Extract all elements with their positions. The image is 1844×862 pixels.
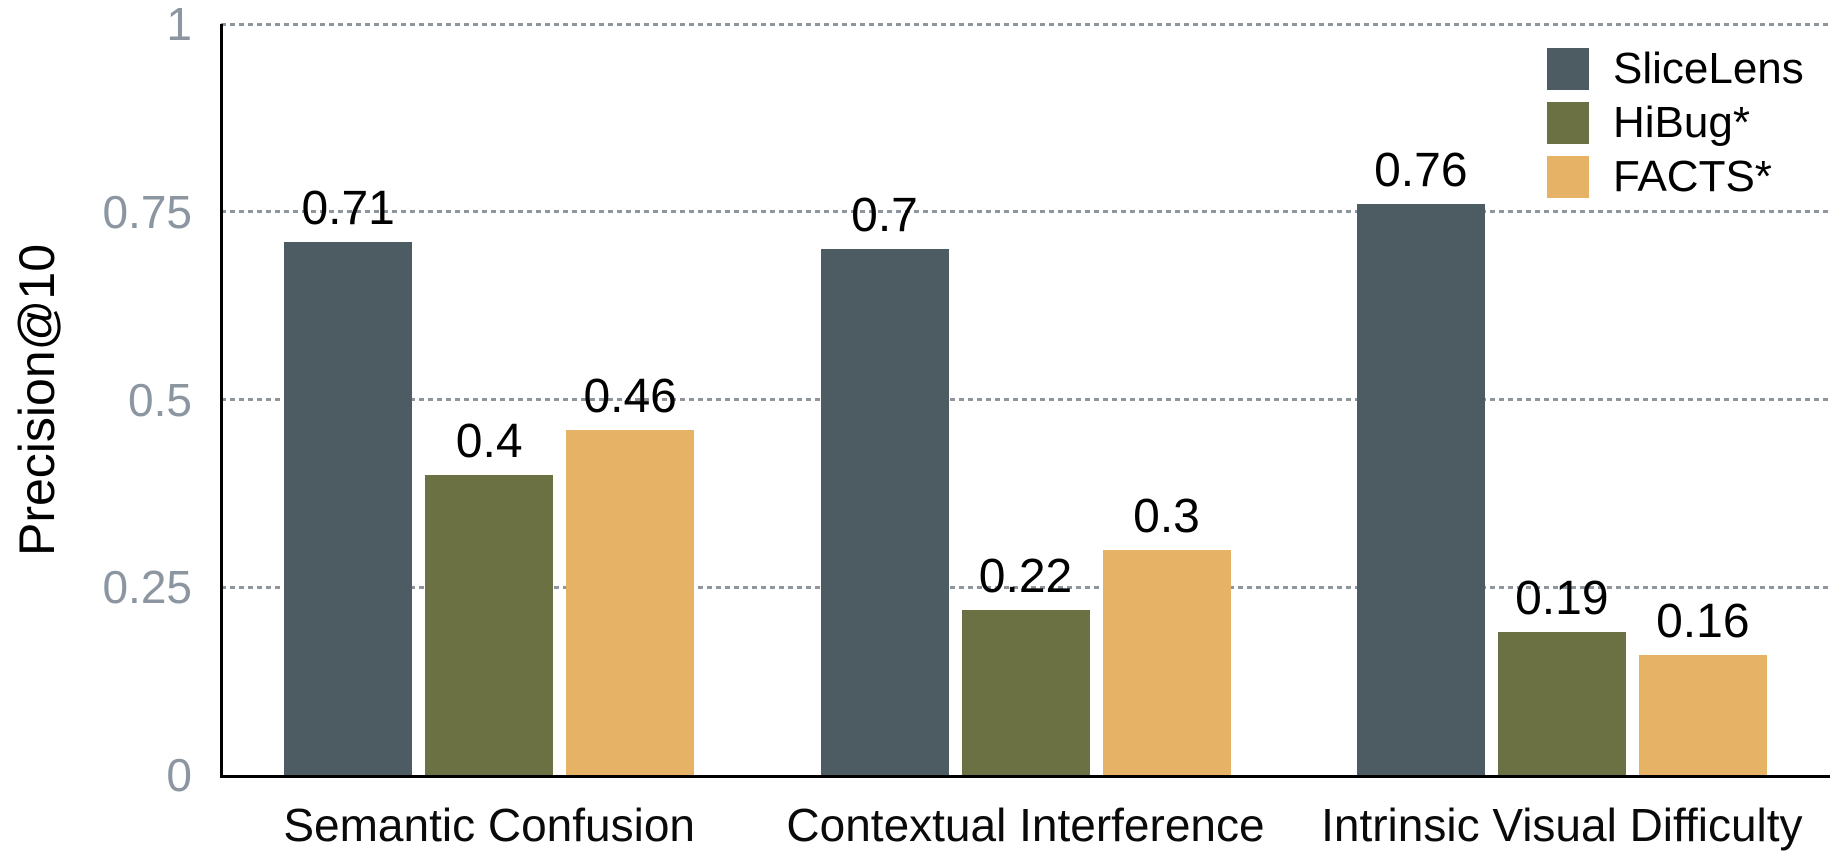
value-label-facts-semantic-confusion: 0.46: [583, 369, 677, 423]
value-label-facts-intrinsic-visual-difficulty: 0.16: [1656, 594, 1750, 648]
category-label-contextual-interference: Contextual Interference: [786, 799, 1265, 851]
legend-swatch-facts: [1547, 156, 1589, 198]
gridline-0-75: [221, 210, 1830, 214]
legend-label-slicelens: SliceLens: [1613, 44, 1804, 93]
bar-hibug-intrinsic-visual-difficulty: [1497, 632, 1626, 775]
legend-label-facts: FACTS*: [1613, 152, 1772, 201]
legend-swatch-slicelens: [1547, 48, 1589, 90]
value-label-hibug-contextual-interference: 0.22: [978, 549, 1073, 603]
value-label-facts-contextual-interference: 0.3: [1133, 489, 1200, 543]
value-label-slicelens-semantic-confusion: 0.71: [301, 181, 395, 235]
legend-item-slicelens: SliceLens: [1547, 47, 1804, 91]
value-label-slicelens-intrinsic-visual-difficulty: 0.76: [1374, 144, 1468, 198]
x-axis-line: [220, 775, 1830, 778]
y-axis-line: [220, 24, 223, 778]
bar-facts-intrinsic-visual-difficulty: [1638, 654, 1767, 775]
y-tick-label-1: 1: [166, 0, 192, 50]
gridline-1: [221, 22, 1830, 26]
bar-slicelens-intrinsic-visual-difficulty: [1356, 204, 1485, 775]
bar-hibug-semantic-confusion: [425, 474, 554, 775]
legend-item-hibug: HiBug*: [1547, 101, 1804, 145]
bar-facts-semantic-confusion: [566, 429, 695, 775]
legend: SliceLens HiBug* FACTS*: [1547, 47, 1804, 199]
bar-slicelens-contextual-interference: [820, 249, 949, 775]
gridline-0-5: [221, 398, 1830, 401]
legend-swatch-hibug: [1547, 102, 1589, 144]
bar-facts-contextual-interference: [1102, 549, 1231, 775]
category-label-intrinsic-visual-difficulty: Intrinsic Visual Difficulty: [1321, 799, 1803, 851]
legend-item-facts: FACTS*: [1547, 155, 1804, 199]
legend-label-hibug: HiBug*: [1613, 98, 1750, 147]
bar-slicelens-semantic-confusion: [284, 241, 413, 775]
gridline-0-25: [221, 585, 1830, 589]
y-tick-label-0-25: 0.25: [102, 561, 192, 614]
value-label-slicelens-contextual-interference: 0.7: [851, 189, 918, 243]
category-label-semantic-confusion: Semantic Confusion: [283, 799, 695, 851]
value-label-hibug-intrinsic-visual-difficulty: 0.19: [1515, 572, 1609, 626]
bar-hibug-contextual-interference: [961, 609, 1090, 775]
y-tick-label-0: 0: [166, 749, 192, 801]
y-tick-label-0-75: 0.75: [102, 185, 192, 238]
y-tick-label-0-5: 0.5: [128, 373, 192, 426]
value-label-hibug-semantic-confusion: 0.4: [455, 414, 523, 468]
